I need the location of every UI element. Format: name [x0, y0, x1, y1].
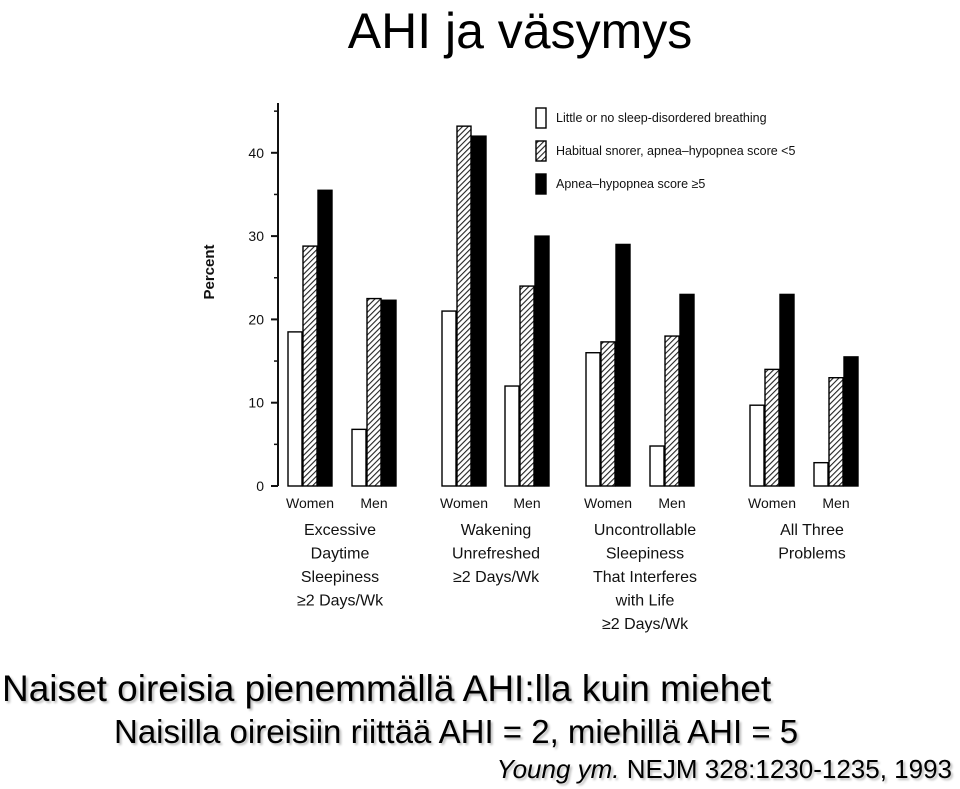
headline: Naiset oireisia pienemmällä AHI:lla kuin… — [2, 668, 772, 709]
group-label: Daytime — [311, 546, 370, 563]
bar — [317, 189, 333, 487]
sex-label: Men — [658, 495, 685, 511]
bar — [679, 293, 695, 487]
sex-label: Women — [584, 495, 632, 511]
sex-label: Women — [440, 495, 488, 511]
bar — [381, 299, 397, 487]
sex-label: Men — [360, 495, 387, 511]
bar — [302, 245, 318, 487]
slide-title: AHI ja väsymys — [347, 3, 693, 59]
bar — [779, 293, 795, 487]
group-label: Problems — [778, 546, 846, 563]
legend-label: Apnea–hypopnea score ≥5 — [556, 177, 705, 191]
bar — [471, 135, 487, 487]
y-tick-label: 20 — [248, 311, 264, 327]
x-labels: Women Men Excessive Daytime Sleepiness ≥2 Day… — [286, 495, 850, 633]
bar — [764, 368, 780, 487]
y-tick-label: 30 — [248, 228, 264, 244]
citation-source: NEJM 328:1230-1235, 1993 — [626, 754, 952, 784]
citation-authors: Young ym. — [496, 754, 620, 784]
group-label: All Three — [780, 522, 844, 539]
bar — [813, 461, 829, 487]
bar — [456, 125, 472, 487]
bar — [585, 352, 601, 487]
bar — [828, 377, 844, 487]
subline: Naisilla oireisiin riittää AHI = 2, mieh… — [114, 713, 799, 750]
bar — [749, 404, 765, 487]
y-axis-label: Percent — [201, 244, 218, 299]
bar — [441, 310, 457, 487]
legend: Little or no sleep-disordered breathing H… — [535, 107, 795, 195]
legend-swatch — [535, 107, 547, 129]
bar — [366, 297, 382, 487]
y-tick-label: 10 — [248, 395, 264, 411]
legend-swatch — [535, 140, 547, 162]
bar — [504, 385, 520, 487]
y-tick-label: 40 — [248, 145, 264, 161]
bar — [843, 356, 859, 487]
group-label: Sleepiness — [301, 569, 379, 586]
group-label: That Interferes — [593, 569, 697, 586]
bar — [519, 285, 535, 487]
bar — [600, 341, 616, 487]
bar — [287, 331, 303, 487]
bar-chart: 0 10 20 30 40 Percent Women Men Excessive Daytim… — [201, 103, 859, 633]
citation: Young ym. NEJM 328:1230-1235, 1993 — [497, 754, 952, 785]
y-axis: 0 10 20 30 40 Percent — [201, 103, 279, 494]
legend-label: Little or no sleep-disordered breathing — [556, 111, 767, 125]
legend-swatch — [535, 173, 547, 195]
sex-label: Women — [748, 495, 796, 511]
group-label: Excessive — [304, 522, 376, 539]
group-label: ≥2 Days/Wk — [453, 569, 540, 586]
bar — [615, 243, 631, 487]
bar — [649, 445, 665, 487]
group-label: Uncontrollable — [594, 522, 696, 539]
group-label: Sleepiness — [606, 546, 684, 563]
group-label: ≥2 Days/Wk — [602, 616, 689, 633]
bar — [351, 428, 367, 487]
legend-label: Habitual snorer, apnea–hypopnea score <5 — [556, 144, 795, 158]
bar — [534, 235, 550, 487]
group-label: Wakening — [461, 522, 532, 539]
group-label: with Life — [615, 593, 675, 610]
bars — [287, 125, 859, 487]
y-tick-label: 0 — [256, 478, 264, 494]
group-label: Unrefreshed — [452, 546, 540, 563]
bar — [664, 335, 680, 487]
sex-label: Women — [286, 495, 334, 511]
sex-label: Men — [822, 495, 849, 511]
group-label: ≥2 Days/Wk — [297, 593, 384, 610]
sex-label: Men — [513, 495, 540, 511]
